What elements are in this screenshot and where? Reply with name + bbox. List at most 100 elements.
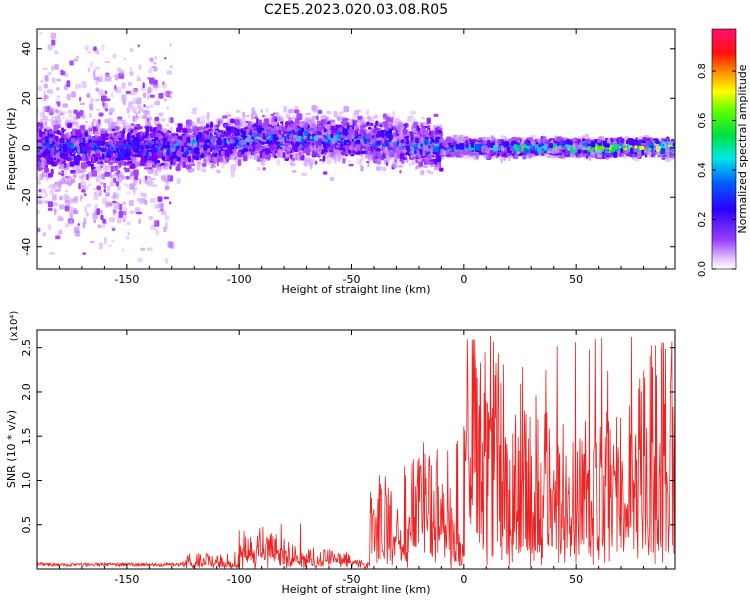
heatmap-cell bbox=[348, 163, 354, 167]
heatmap-cell bbox=[57, 180, 63, 186]
heatmap-cell bbox=[147, 86, 152, 94]
heatmap-cell bbox=[100, 214, 104, 220]
heatmap-cell bbox=[47, 201, 53, 208]
heatmap-cell bbox=[144, 134, 148, 139]
heatmap-cell bbox=[145, 175, 147, 181]
heatmap-cell bbox=[115, 152, 118, 158]
heatmap-cell bbox=[83, 129, 89, 133]
heatmap-cell bbox=[54, 135, 59, 140]
heatmap-cell bbox=[88, 125, 93, 132]
heatmap-cell bbox=[249, 148, 252, 152]
heatmap-cell bbox=[75, 83, 78, 91]
heatmap-cell bbox=[319, 115, 325, 120]
heatmap-cell bbox=[66, 93, 71, 100]
heatmap-cell bbox=[250, 113, 254, 120]
heatmap-cell bbox=[157, 209, 161, 213]
heatmap-cell bbox=[91, 170, 97, 177]
heatmap-cell bbox=[136, 97, 142, 105]
heatmap-cell bbox=[57, 152, 60, 156]
heatmap-cell bbox=[88, 183, 92, 186]
heatmap-cell bbox=[54, 64, 59, 70]
heatmap-cell bbox=[94, 145, 97, 151]
heatmap-cell bbox=[140, 247, 146, 251]
heatmap-cell bbox=[292, 114, 296, 122]
heatmap-cell bbox=[43, 94, 49, 100]
heatmap-cell bbox=[154, 56, 157, 60]
heatmap-cell bbox=[38, 194, 42, 199]
heatmap-cell bbox=[57, 171, 64, 174]
heatmap-cell bbox=[73, 119, 77, 122]
heatmap-cell bbox=[84, 137, 89, 144]
heatmap-cell bbox=[246, 151, 251, 156]
heatmap-cell bbox=[64, 205, 70, 212]
heatmap-cell bbox=[74, 230, 81, 237]
heatmap-cell bbox=[166, 106, 169, 110]
heatmap-cell bbox=[114, 88, 118, 93]
heatmap-cell bbox=[128, 200, 134, 207]
heatmap-cell bbox=[134, 175, 139, 181]
heatmap-cell bbox=[68, 206, 74, 214]
heatmap-cell bbox=[103, 128, 106, 132]
heatmap-cell bbox=[146, 160, 153, 166]
heatmap-cell bbox=[87, 179, 90, 182]
heatmap-cell bbox=[123, 121, 129, 128]
heatmap-cell bbox=[126, 107, 130, 114]
heatmap-cell bbox=[167, 117, 171, 123]
heatmap-cell bbox=[110, 91, 114, 98]
heatmap-cell bbox=[126, 175, 130, 180]
heatmap-cell bbox=[385, 157, 390, 163]
heatmap-cell bbox=[42, 196, 46, 199]
heatmap-cell bbox=[65, 181, 69, 185]
heatmap-cell bbox=[156, 123, 162, 131]
heatmap-cell bbox=[45, 157, 49, 161]
heatmap-cell bbox=[301, 172, 308, 176]
heatmap-cell bbox=[343, 106, 350, 113]
heatmap-cell bbox=[77, 223, 80, 227]
heatmap-cell bbox=[107, 244, 112, 247]
heatmap-cell bbox=[155, 140, 158, 144]
heatmap-cell bbox=[93, 218, 97, 224]
heatmap-cell bbox=[65, 117, 68, 122]
heatmap-cell bbox=[116, 140, 122, 148]
heatmap-cell bbox=[143, 92, 146, 99]
heatmap-cell bbox=[335, 145, 340, 149]
heatmap-cell bbox=[158, 203, 165, 209]
heatmap-cell bbox=[107, 131, 110, 135]
heatmap-cell bbox=[143, 138, 149, 141]
heatmap-cell bbox=[303, 119, 309, 124]
spectrogram-heatmap bbox=[37, 32, 675, 264]
heatmap-cell bbox=[69, 161, 75, 167]
heatmap-cell bbox=[132, 106, 137, 113]
heatmap-cell bbox=[150, 161, 155, 166]
heatmap-cell bbox=[103, 188, 106, 193]
heatmap-cell bbox=[137, 257, 143, 263]
heatmap-cell bbox=[127, 82, 133, 87]
heatmap-cell bbox=[426, 117, 431, 124]
heatmap-cell bbox=[136, 154, 140, 158]
heatmap-cell bbox=[105, 201, 109, 209]
heatmap-cell bbox=[301, 114, 305, 118]
heatmap-cell bbox=[169, 65, 173, 68]
heatmap-cell bbox=[261, 115, 265, 118]
heatmap-cell bbox=[138, 110, 141, 115]
heatmap-cell bbox=[123, 101, 126, 106]
heatmap-cell bbox=[37, 86, 42, 92]
heatmap-cell bbox=[392, 110, 395, 117]
heatmap-cell bbox=[413, 134, 418, 137]
heatmap-cell bbox=[87, 67, 90, 73]
heatmap-cell bbox=[100, 181, 105, 185]
heatmap-cell bbox=[82, 222, 86, 229]
heatmap-cell bbox=[59, 229, 63, 235]
heatmap-cell bbox=[289, 154, 293, 159]
chart-title: C2E5.2023.020.03.08.R05 bbox=[263, 2, 449, 18]
heatmap-cell bbox=[164, 258, 169, 264]
heatmap-cell bbox=[167, 138, 173, 141]
heatmap-cell bbox=[309, 158, 315, 165]
heatmap-cell bbox=[162, 83, 168, 89]
heatmap-cell bbox=[107, 135, 111, 140]
heatmap-cell bbox=[50, 168, 54, 175]
heatmap-cell bbox=[356, 157, 360, 165]
heatmap-cell bbox=[47, 207, 53, 211]
heatmap-cell bbox=[57, 161, 60, 168]
heatmap-cell bbox=[202, 163, 207, 167]
